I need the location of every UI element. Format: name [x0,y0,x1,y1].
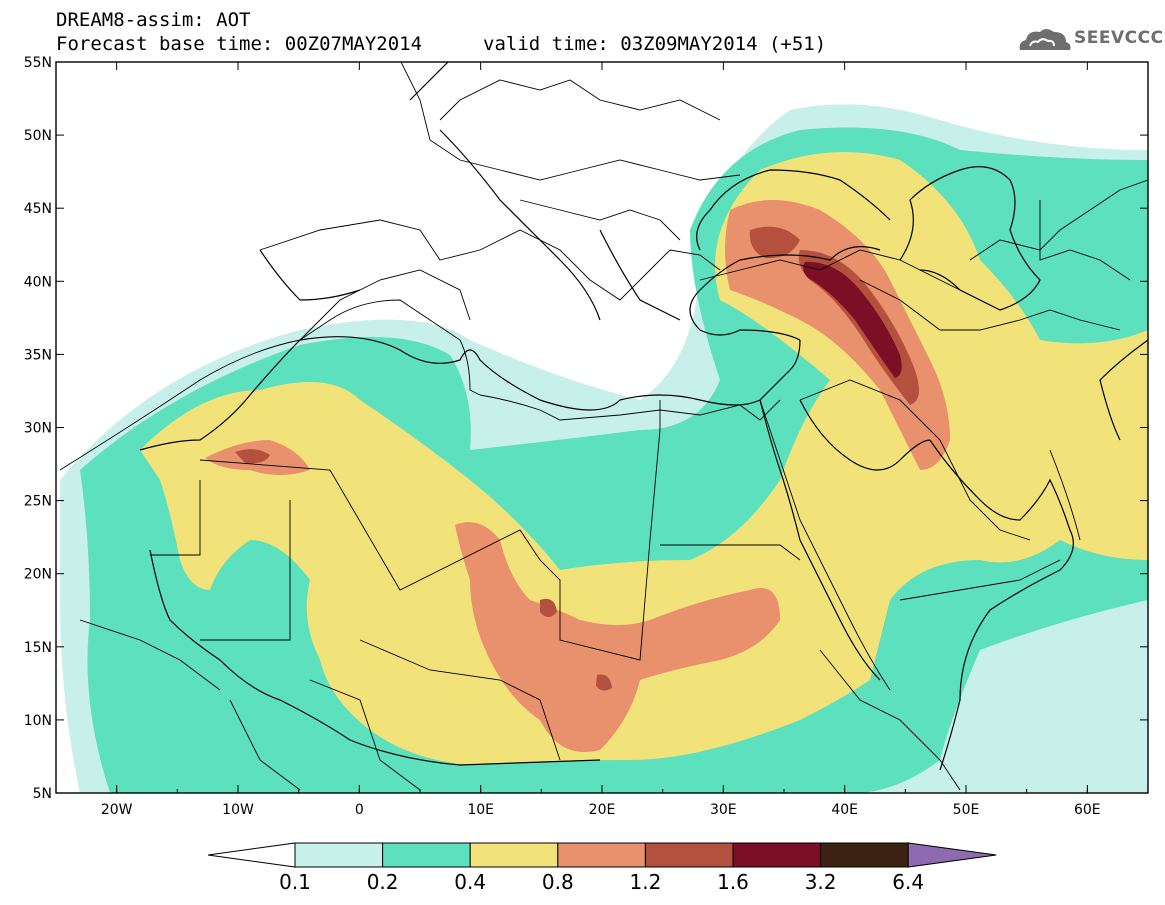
lat-label: 5N [33,786,52,802]
lon-label: 30E [710,802,737,818]
legend-label: 1.2 [629,870,661,894]
lat-label: 30N [24,421,52,437]
aot-field [56,62,1148,793]
lon-label: 50E [953,802,980,818]
cloud-logo-icon [1019,29,1071,50]
lon-label: 40E [831,802,858,818]
legend-swatch [732,842,822,868]
legend-swatch [294,842,384,868]
lat-label: 45N [24,201,52,217]
legend-over-arrow [907,842,997,868]
lat-label: 40N [24,274,52,290]
color-legend: 0.1 0.2 0.4 0.8 1.2 1.6 3.2 6.4 [207,842,997,894]
legend-label: 1.6 [717,870,749,894]
legend-label: 0.2 [367,870,399,894]
legend-label: 3.2 [805,870,837,894]
lon-label: 60E [1074,802,1101,818]
legend-label: 6.4 [892,870,924,894]
lat-label: 25N [24,494,52,510]
legend-swatch [644,842,734,868]
lon-label: 20E [589,802,616,818]
lat-label: 50N [24,128,52,144]
lon-label: 10W [222,802,254,818]
legend-under-arrow [207,842,296,868]
legend-label: 0.8 [542,870,574,894]
legend-swatch [820,842,909,868]
lon-label: 0 [355,802,364,818]
lat-label: 35N [24,347,52,363]
legend-label: 0.4 [454,870,486,894]
lat-label: 20N [24,567,52,583]
latitude-labels: 55N 50N 45N 40N 35N 30N 25N 20N 15N 10N 5N [24,55,1148,802]
legend-swatch [469,842,559,868]
lon-label: 10E [467,802,494,818]
legend-label: 0.1 [279,870,311,894]
lat-label: 55N [24,55,52,71]
legend-swatch [382,842,471,868]
valid-time: valid time: 03Z09MAY2014 (+51) [483,33,827,55]
forecast-base-time: Forecast base time: 00Z07MAY2014 [56,33,423,55]
map-title: DREAM8-assim: AOT [56,9,251,31]
longitude-labels: 20W 10W 0 10E 20E 30E 40E 50E 60E [55,62,1149,818]
coastlines [139,62,1148,771]
lat-label: 10N [24,713,52,729]
lon-label: 20W [101,802,133,818]
logo-text: SEEVCCC [1074,28,1164,48]
legend-swatch [557,842,646,868]
country-borders [59,62,1148,791]
lat-label: 15N [24,640,52,656]
